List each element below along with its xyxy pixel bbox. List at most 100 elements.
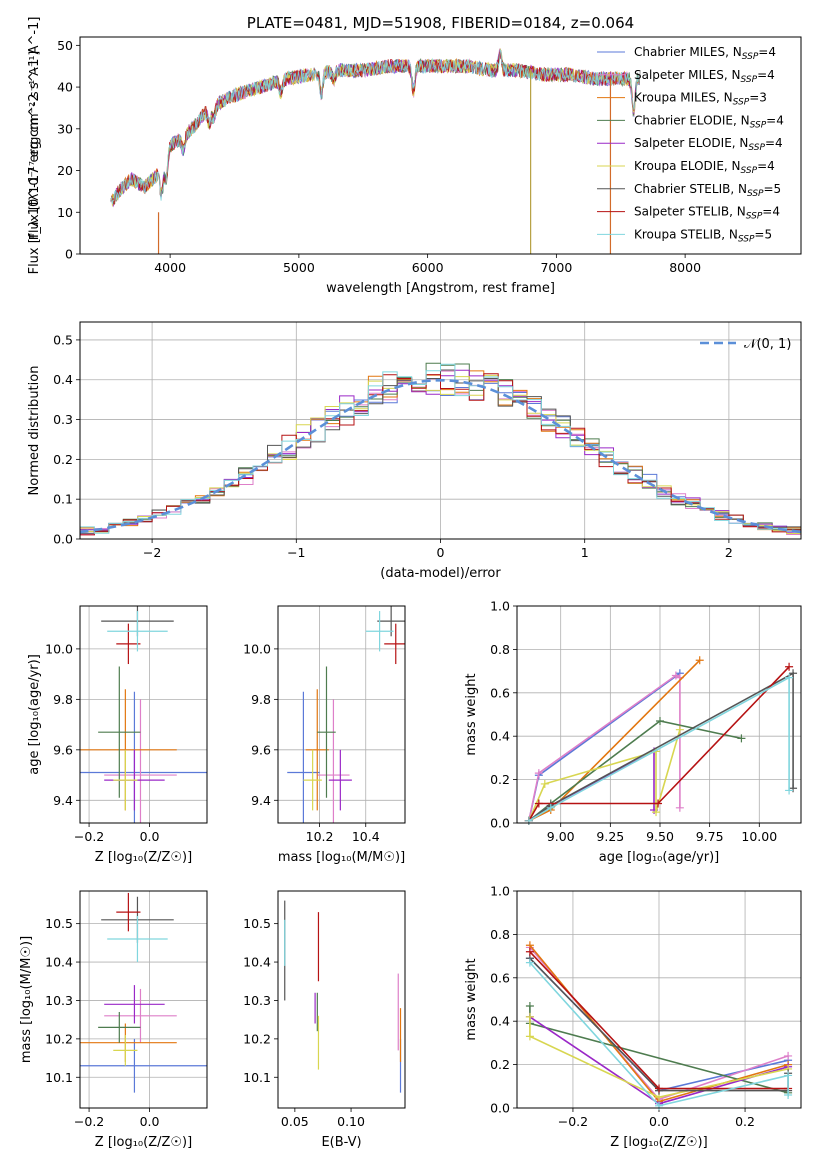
weight-vs-age-series bbox=[524, 656, 798, 825]
legend-sub: SSP bbox=[748, 143, 765, 153]
weight-vs-age-line-3 bbox=[528, 720, 742, 822]
residuals-ytick-label: 0.3 bbox=[53, 412, 73, 427]
gaussian-curve bbox=[80, 378, 801, 534]
mass-vs-z-xlabel: Z [log₁₀(Z/Z☉)] bbox=[95, 1135, 192, 1150]
legend-entry: Kroupa MILES, NSSP=3 bbox=[634, 91, 767, 108]
mass-vs-z-xtick-label: −0.2 bbox=[74, 1114, 104, 1129]
spectrum-xtick-label: 5000 bbox=[283, 260, 315, 275]
weight-vs-z-marker bbox=[525, 947, 534, 956]
weight-vs-age-ytick-label: 0.6 bbox=[490, 685, 510, 700]
mass-vs-z-axes: −0.2 0.0 10.1 10.2 10.3 10.4 10.5 Z [log₁₀(Z/Z☉… bbox=[19, 891, 207, 1150]
weight-vs-z-ytick-label: 0.0 bbox=[490, 1101, 510, 1116]
mass-vs-ebv-frame bbox=[277, 890, 406, 1109]
spectrum-frame bbox=[79, 36, 802, 255]
weight-vs-age-xlabel: age [log₁₀(age/yr)] bbox=[599, 850, 720, 865]
residuals-frame bbox=[79, 321, 802, 540]
spectrum-ytick-label: 40 bbox=[57, 80, 73, 95]
weight-vs-z-frame bbox=[516, 890, 802, 1109]
legend-prefix: Chabrier ELODIE, N bbox=[634, 113, 750, 127]
legend-prefix: Chabrier STELIB, N bbox=[634, 182, 747, 196]
weight-vs-z-xtick-label: 0.2 bbox=[735, 1114, 755, 1129]
mass-vs-ebv-xlabel: E(B-V) bbox=[321, 1135, 361, 1150]
weight-vs-z-ytick-label: 0.6 bbox=[490, 970, 510, 985]
weight-vs-z-marker bbox=[525, 1012, 534, 1021]
residuals-xtick-label: 1 bbox=[581, 545, 589, 560]
weight-vs-age-marker bbox=[675, 803, 684, 812]
age-vs-mass-points bbox=[287, 606, 405, 823]
mass-vs-z-ytick-label: 10.5 bbox=[45, 916, 73, 931]
legend-sub: SSP bbox=[742, 52, 759, 62]
legend-entry: Kroupa STELIB, NSSP=5 bbox=[634, 227, 772, 244]
residuals-xtick-label: −1 bbox=[287, 545, 305, 560]
legend-entry: Chabrier MILES, NSSP=4 bbox=[634, 45, 776, 62]
residuals-ytick-label: 0.4 bbox=[53, 372, 73, 387]
spectrum-ytick-label: 20 bbox=[57, 163, 73, 178]
spectrum-ytick-label: 0 bbox=[65, 247, 73, 262]
mass-vs-ebv-ytick-label: 10.1 bbox=[243, 1070, 271, 1085]
weight-vs-age-marker bbox=[546, 803, 555, 812]
legend-prefix: Salpeter ELODIE, N bbox=[634, 136, 748, 150]
residuals-ytick-label: 0.5 bbox=[53, 332, 73, 347]
weight-vs-z-ytick-label: 0.2 bbox=[490, 1057, 510, 1072]
legend-prefix: Salpeter MILES, N bbox=[634, 68, 741, 82]
weight-vs-age-marker bbox=[540, 779, 549, 788]
legend-entry: Chabrier STELIB, NSSP=5 bbox=[634, 182, 781, 199]
age-vs-z-axes: −0.2 0.0 9.4 9.6 9.8 10.0 Z [log₁₀(Z/Z☉)] age [… bbox=[27, 606, 207, 865]
residuals-ytick-label: 0.1 bbox=[53, 492, 73, 507]
spectrum-ylabel: Flux [fλ10⁻¹⁷ erg cm⁻² s⁻¹ A⁻¹] bbox=[26, 51, 41, 240]
weight-vs-age-xtick-label: 9.25 bbox=[596, 829, 624, 844]
mass-vs-ebv-ytick-label: 10.4 bbox=[243, 955, 271, 970]
legend-entry: Kroupa ELODIE, NSSP=4 bbox=[634, 159, 775, 176]
weight-vs-age-marker bbox=[737, 734, 746, 743]
age-vs-mass-xtick-label: 10.2 bbox=[306, 829, 334, 844]
age-vs-z-ytick-label: 10.0 bbox=[45, 641, 73, 656]
age-vs-z-ytick-label: 9.6 bbox=[53, 742, 73, 757]
legend-entry: Salpeter MILES, NSSP=4 bbox=[634, 68, 775, 85]
mass-vs-ebv-points bbox=[284, 900, 402, 1093]
weight-vs-z-line-8 bbox=[529, 962, 789, 1107]
age-vs-mass-ytick-label: 9.4 bbox=[251, 793, 271, 808]
weight-vs-age-ytick-label: 0.8 bbox=[490, 642, 510, 657]
residuals-ytick-label: 0.0 bbox=[53, 532, 73, 547]
legend-sub: SSP bbox=[750, 120, 767, 130]
legend-suffix: =4 bbox=[758, 45, 776, 59]
mass-vs-z-frame bbox=[79, 890, 208, 1109]
legend-suffix: =5 bbox=[764, 182, 782, 196]
weight-vs-z-xtick-label: 0.0 bbox=[649, 1114, 669, 1129]
weight-vs-z-marker bbox=[655, 1084, 663, 1093]
mass-vs-z-ylabel: mass [log₁₀(M/M☉)] bbox=[19, 936, 34, 1063]
weight-vs-z-marker bbox=[784, 1090, 793, 1099]
weight-vs-age-marker bbox=[789, 669, 798, 678]
mass-vs-z-points bbox=[80, 892, 207, 1093]
mass-vs-z-ytick-label: 10.3 bbox=[45, 993, 73, 1008]
weight-vs-z-xtick-label: −0.2 bbox=[558, 1114, 588, 1129]
mass-vs-z-xtick-label: 0.0 bbox=[140, 1114, 160, 1129]
age-vs-z-xlabel: Z [log₁₀(Z/Z☉)] bbox=[95, 850, 192, 865]
age-vs-z-points bbox=[80, 606, 207, 823]
weight-vs-age-ylabel: mass weight bbox=[464, 673, 479, 755]
legend-entry: Salpeter ELODIE, NSSP=4 bbox=[634, 136, 783, 153]
legend-prefix: Salpeter STELIB, N bbox=[634, 205, 746, 219]
weight-vs-z-series bbox=[525, 941, 793, 1110]
weight-vs-z-marker bbox=[784, 1071, 793, 1080]
spectrum-ytick-label: 10 bbox=[57, 205, 73, 220]
mass-vs-z-ytick-label: 10.4 bbox=[45, 955, 73, 970]
mass-vs-ebv-xtick-label: 0.10 bbox=[337, 1114, 365, 1129]
age-vs-z-ytick-label: 9.8 bbox=[53, 692, 73, 707]
residuals-xtick-label: −2 bbox=[143, 545, 161, 560]
legend-suffix: =4 bbox=[766, 113, 784, 127]
mass-vs-ebv-axes: 0.05 0.10 10.1 10.2 10.3 10.4 10.5 E(B-V) bbox=[243, 916, 365, 1150]
legend-suffix: =4 bbox=[762, 205, 780, 219]
mass-vs-ebv-xtick-label: 0.05 bbox=[281, 1114, 309, 1129]
age-vs-mass-xlabel: mass [log₁₀(M/M☉)] bbox=[278, 850, 405, 865]
weight-vs-age-ytick-label: 0.2 bbox=[490, 772, 510, 787]
weight-vs-age-marker bbox=[534, 769, 543, 778]
weight-vs-age-ytick-label: 0.4 bbox=[490, 729, 510, 744]
age-vs-z-frame bbox=[79, 605, 208, 824]
spectrum-xtick-label: 7000 bbox=[540, 260, 572, 275]
spectrum-axes: 4000 5000 6000 7000 8000 0 10 20 30 40 50 wavelengt… bbox=[27, 17, 701, 296]
age-vs-mass-ytick-label: 10.0 bbox=[243, 641, 271, 656]
weight-vs-z-axes: −0.2 0.0 0.2 0.0 0.2 0.4 0.6 0.8 1.0 Z [log₁₀(Z/Z… bbox=[464, 884, 801, 1150]
legend-suffix: =5 bbox=[754, 227, 772, 241]
mass-vs-ebv-ytick-label: 10.5 bbox=[243, 916, 271, 931]
